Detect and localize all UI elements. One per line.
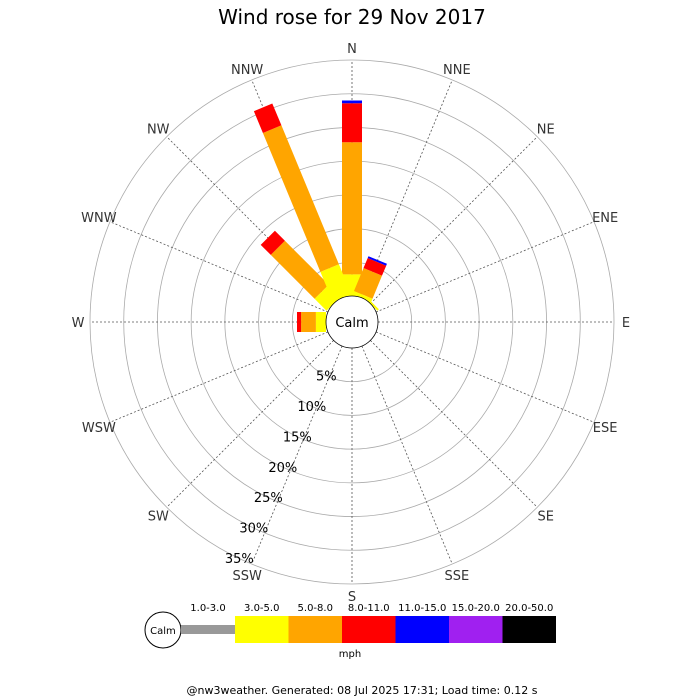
- bar-segment-nne-5_0-8_0: [354, 268, 382, 299]
- bar-segment-n-5_0-8_0: [342, 142, 362, 275]
- ring-label-3: 15%: [283, 430, 312, 445]
- spoke-wnw: [109, 221, 329, 313]
- direction-label-n: N: [347, 42, 357, 57]
- legend: Calm 1.0-3.0 3.0-5.0 5.0-8.0 8.0-11.0 11.0-1…: [144, 603, 556, 660]
- direction-label-wsw: WSW: [82, 421, 116, 436]
- chart-title: Wind rose for 29 Nov 2017: [218, 5, 486, 29]
- ring-label-4: 20%: [268, 461, 297, 476]
- legend-label-2: 3.0-5.0: [244, 603, 279, 614]
- spoke-sw: [166, 340, 334, 508]
- direction-label-ssw: SSW: [232, 569, 262, 584]
- ring-label-7: 35%: [225, 552, 254, 567]
- direction-label-nw: NW: [147, 122, 170, 137]
- bar-segment-ne-3_0-5_0: [363, 295, 379, 311]
- legend-label-5: 11.0-15.0: [398, 603, 446, 614]
- bar-segment-w-5_0-8_0: [301, 312, 316, 332]
- bar-segment-n-11_0-15_0: [342, 100, 362, 104]
- legend-label-7: 20.0-50.0: [505, 603, 553, 614]
- bar-segment-nne-8_0-11_0: [363, 258, 387, 276]
- bar-segment-n-8_0-11_0: [342, 103, 362, 143]
- spoke-nw: [166, 136, 334, 304]
- legend-calm-label: Calm: [150, 626, 176, 637]
- bar-segment-nnw-5_0-8_0: [262, 125, 339, 272]
- ring-labels: 5% 10% 15% 20% 25% 30% 35%: [225, 370, 337, 567]
- bar-segment-nnw-8_0-11_0: [253, 103, 282, 133]
- spoke-ene: [375, 221, 595, 313]
- ring-label-2: 10%: [297, 400, 326, 415]
- spoke-ne: [370, 136, 538, 304]
- direction-label-ne: NE: [537, 122, 555, 137]
- footer-text: @nw3weather. Generated: 08 Jul 2025 17:3…: [187, 684, 538, 697]
- legend-swatch-7: [502, 616, 556, 643]
- direction-label-sw: SW: [148, 510, 169, 525]
- direction-label-nne: NNE: [443, 63, 471, 78]
- direction-label-se: SE: [538, 510, 554, 525]
- direction-label-wnw: WNW: [81, 211, 117, 226]
- grid-ring-6: [123, 93, 581, 551]
- bar-segment-nnw-3_0-5_0: [320, 264, 352, 302]
- spoke-wsw: [109, 331, 329, 423]
- legend-unit: mph: [339, 649, 361, 660]
- direction-label-nnw: NNW: [231, 63, 263, 78]
- spoke-ese: [375, 331, 595, 423]
- direction-label-e: E: [622, 316, 630, 331]
- polar-grid: N NNE NE ENE E ESE SE SSE S SSW SW WSW W WNW NW NNW: [72, 42, 631, 605]
- bar-segment-nw-5_0-8_0: [270, 240, 329, 299]
- direction-label-ese: ESE: [593, 421, 618, 436]
- bar-segment-nw-8_0-11_0: [260, 230, 285, 255]
- ring-label-5: 25%: [254, 491, 283, 506]
- legend-swatch-4: [342, 616, 396, 643]
- calm-label: Calm: [335, 316, 368, 331]
- grid-ring-7: [89, 59, 615, 585]
- spoke-sse: [361, 345, 453, 565]
- bar-segment-w-8_0-11_0: [297, 312, 302, 332]
- legend-label-6: 15.0-20.0: [452, 603, 500, 614]
- legend-swatch-6: [449, 616, 503, 643]
- calm-circle: Calm: [325, 295, 379, 349]
- spoke-se: [370, 340, 538, 508]
- legend-swatch-5: [395, 616, 449, 643]
- direction-label-s: S: [348, 590, 356, 605]
- bar-segment-nne-11_0-15_0: [367, 256, 387, 266]
- bar-segment-w-3_0-5_0: [315, 312, 326, 332]
- legend-label-4: 8.0-11.0: [348, 603, 390, 614]
- legend-swatch-1: [181, 625, 235, 634]
- wind-bars: [253, 100, 387, 332]
- direction-label-ene: ENE: [592, 211, 618, 226]
- ring-label-6: 30%: [239, 521, 268, 536]
- direction-label-w: W: [72, 316, 85, 331]
- legend-swatch-3: [288, 616, 342, 643]
- legend-swatch-2: [235, 616, 289, 643]
- ring-label-1: 5%: [316, 370, 337, 385]
- direction-label-sse: SSE: [444, 569, 469, 584]
- spoke-nne: [361, 79, 453, 299]
- legend-label-3: 5.0-8.0: [298, 603, 333, 614]
- spoke-ssw: [251, 345, 343, 565]
- legend-label-1: 1.0-3.0: [190, 603, 225, 614]
